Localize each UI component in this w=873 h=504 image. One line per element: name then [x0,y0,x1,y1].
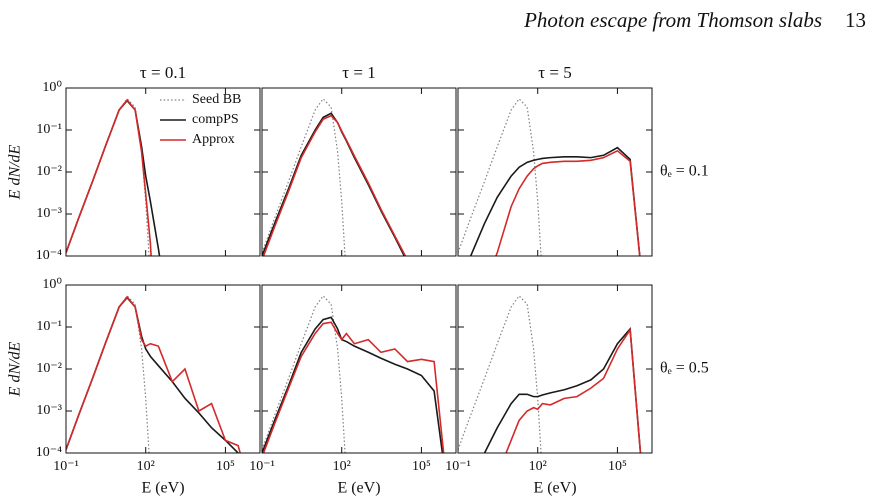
panel: 10⁻¹ 10² 10⁵ E (eV) [249,284,457,497]
panel: 10⁰ 10⁻¹ 10⁻² 10⁻³ 10⁻⁴ τ = 0.1 E dN/dE Seed BB… [7,63,261,263]
x-tick-label: 10² [137,459,155,474]
panel-title: τ = 5 [538,63,571,82]
series-line [458,294,542,453]
series-line [262,316,444,453]
y-tick-label: 10⁰ [42,80,62,95]
axes-frame [65,87,261,257]
y-tick-label: 10⁻⁴ [36,445,62,460]
y-tick-label: 10⁻² [36,164,62,179]
series-line [66,295,242,453]
y-axis-label: E dN/dE [7,341,24,397]
y-tick-label: 10⁻¹ [36,122,62,137]
axes-frame [65,284,261,454]
x-tick-label: 10⁵ [216,459,235,474]
x-tick-label: 10⁻¹ [445,459,471,474]
series-line [495,149,641,256]
y-tick-label: 10⁻³ [36,206,62,221]
legend-label: Seed BB [192,92,241,107]
series-line [262,321,445,453]
x-tick-label: 10² [529,459,547,474]
running-title: Photon escape from Thomson slabs [523,8,822,32]
series-line [262,97,346,256]
y-tick-label: 10⁻¹ [36,319,62,334]
series-line [66,98,152,256]
y-tick-label: 10⁻⁴ [36,248,62,263]
legend-label: compPS [192,112,239,127]
row-label: θₑ = 0.1 [660,163,709,180]
series-line [66,296,240,453]
row-label: θₑ = 0.5 [660,360,709,377]
y-tick-label: 10⁻³ [36,403,62,418]
axes-frame [457,284,653,454]
panel-title: τ = 0.1 [140,63,186,82]
x-tick-label: 10⁵ [412,459,431,474]
axes-frame [261,284,457,454]
y-axis-label: E dN/dE [7,144,24,200]
series-line [505,327,642,453]
series-line [262,112,406,256]
legend-label: Approx [192,132,235,147]
x-axis-label: E (eV) [533,480,576,497]
series-line [458,97,542,256]
y-tick-label: 10⁻² [36,361,62,376]
x-axis-label: E (eV) [141,480,184,497]
series-line [262,294,346,453]
x-tick-label: 10² [333,459,351,474]
panel: τ = 1 [261,63,457,257]
y-tick-label: 10⁰ [42,277,62,292]
x-tick-label: 10⁻¹ [249,459,275,474]
x-axis-label: E (eV) [337,480,380,497]
series-line [483,326,642,453]
series-line [262,114,407,256]
panel: τ = 5 θₑ = 0.1 [457,63,709,257]
x-tick-label: 10⁵ [608,459,627,474]
page-number: 13 [845,8,866,32]
panel: 10⁻¹ 10² 10⁵ E (eV) θₑ = 0.5 [445,284,709,497]
axes-frame [261,87,457,257]
panel-title: τ = 1 [342,63,375,82]
x-tick-label: 10⁻¹ [53,459,79,474]
series-line [469,146,641,256]
axes-frame [457,87,653,257]
series-line [66,99,161,256]
